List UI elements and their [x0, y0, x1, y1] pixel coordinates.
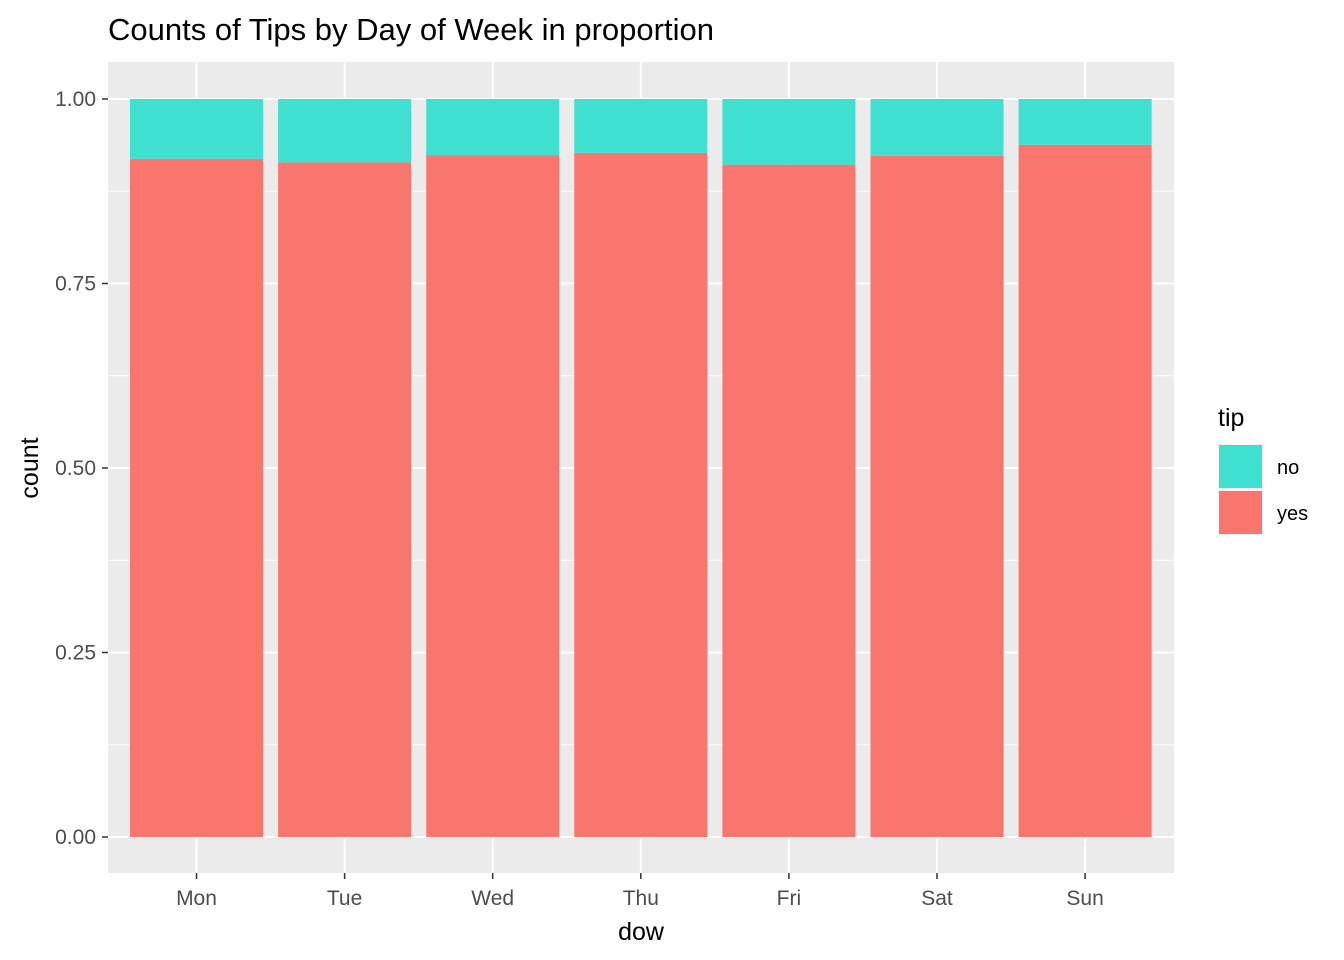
y-axis-title: count [16, 437, 44, 498]
bar-yes-tue [278, 162, 412, 837]
bar-yes-sun [1018, 144, 1152, 838]
bar-yes-thu [574, 152, 708, 837]
x-axis-title: dow [618, 918, 665, 946]
axes: 0.00 0.25 0.50 0.75 1.00 Mon Tue Wed Thu Fri Sat Su… [55, 88, 1104, 910]
bar-yes-fri [722, 164, 856, 837]
bar-no-mon [130, 99, 263, 159]
bar-no-sun [1018, 99, 1152, 145]
x-tick-label-mon: Mon [176, 887, 217, 910]
y-tick-label: 0.25 [55, 642, 96, 665]
bar-yes-wed [426, 155, 560, 837]
bars [130, 99, 1152, 838]
y-tick-label: 1.00 [55, 88, 96, 111]
bar-no-tue [278, 99, 412, 163]
x-tick-label-sun: Sun [1066, 887, 1103, 910]
bar-no-thu [574, 99, 708, 153]
x-tick-label-tue: Tue [327, 887, 362, 910]
bar-yes-mon [130, 158, 263, 837]
bar-no-sat [870, 99, 1004, 156]
x-tick-label-thu: Thu [623, 887, 659, 910]
legend-label-no: no [1277, 457, 1299, 479]
legend-swatch-yes [1219, 491, 1262, 534]
y-tick-label: 0.75 [55, 273, 96, 296]
bar-no-fri [722, 99, 856, 165]
bar-yes-sat [870, 155, 1004, 838]
bar-no-wed [426, 99, 560, 156]
legend-items: no yes [1218, 444, 1308, 535]
x-tick-label-fri: Fri [777, 887, 802, 910]
x-tick-label-wed: Wed [471, 887, 514, 910]
legend-swatch-no [1219, 445, 1262, 488]
y-tick-label: 0.00 [55, 826, 96, 849]
chart-title: Counts of Tips by Day of Week in proport… [108, 12, 714, 47]
legend-title: tip [1218, 404, 1244, 432]
y-tick-label: 0.50 [55, 457, 96, 480]
legend: tip no yes [1218, 404, 1308, 535]
x-tick-label-sat: Sat [921, 887, 953, 910]
legend-label-yes: yes [1277, 503, 1308, 525]
